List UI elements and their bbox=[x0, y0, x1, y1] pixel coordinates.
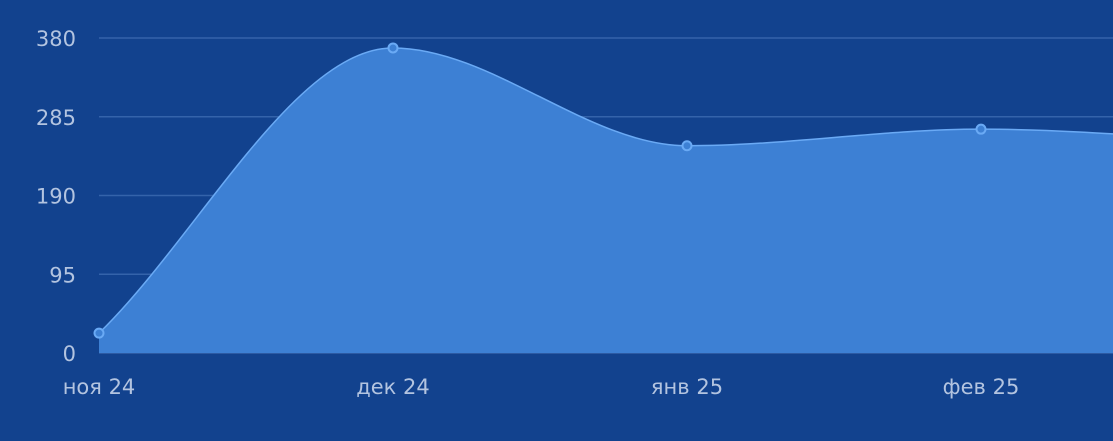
x-tick-label: ноя 24 bbox=[63, 375, 136, 399]
data-point bbox=[387, 42, 399, 54]
series-line bbox=[98, 47, 1113, 334]
data-point bbox=[975, 123, 987, 135]
data-points bbox=[93, 42, 987, 339]
data-point bbox=[681, 140, 693, 152]
x-tick-label: янв 25 bbox=[651, 375, 723, 399]
y-tick-label: 190 bbox=[36, 185, 76, 209]
x-axis-tick-labels: ноя 24 дек 24 янв 25 фев 25 bbox=[63, 375, 1020, 399]
y-axis-tick-labels: 0 95 190 285 380 bbox=[36, 27, 76, 366]
y-tick-label: 285 bbox=[36, 106, 76, 130]
data-point bbox=[93, 327, 105, 339]
series-area bbox=[99, 47, 1113, 353]
y-tick-label: 380 bbox=[36, 27, 76, 51]
y-tick-label: 95 bbox=[49, 263, 76, 287]
y-tick-label: 0 bbox=[63, 342, 76, 366]
x-tick-label: фев 25 bbox=[943, 375, 1020, 399]
x-tick-label: дек 24 bbox=[356, 375, 430, 399]
